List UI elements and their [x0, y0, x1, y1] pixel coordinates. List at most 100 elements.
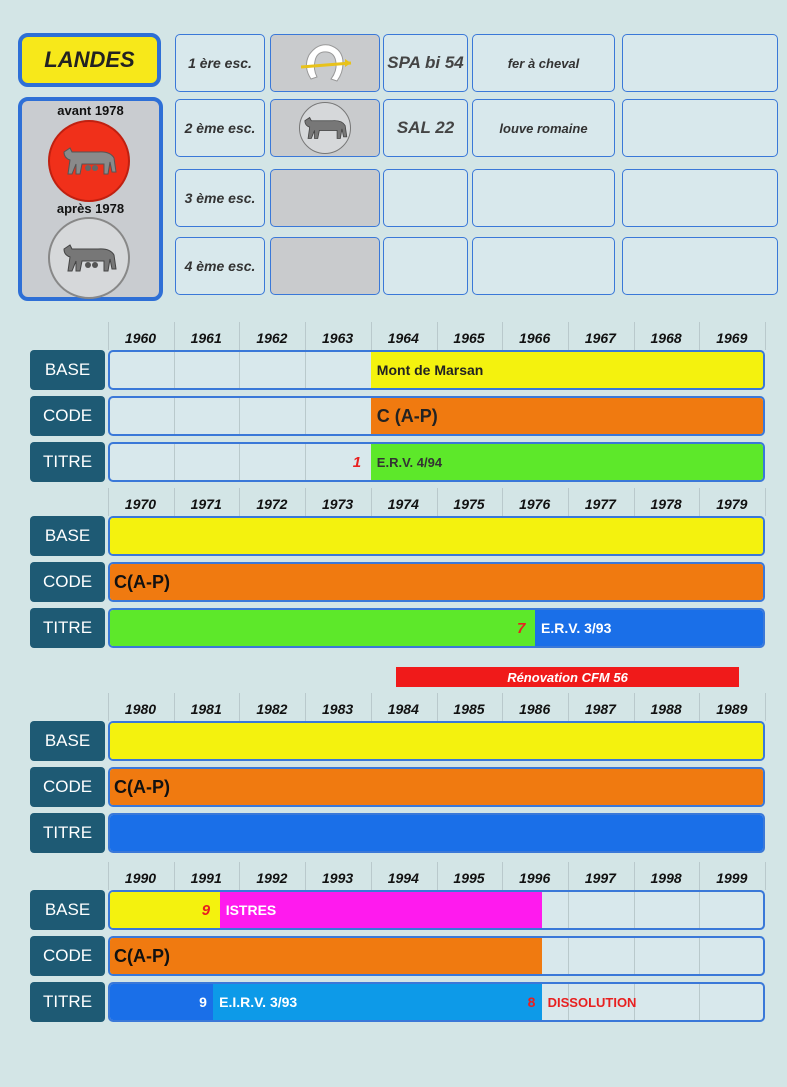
track-titre: 9 E.I.R.V. 3/93 8 DISSOLUTION [108, 982, 765, 1022]
row-label-code: CODE [30, 767, 105, 807]
row-label-titre: TITRE [30, 442, 105, 482]
segment-label: C (A-P) [376, 405, 438, 426]
year-gridline [305, 862, 307, 890]
year-gridline [502, 862, 504, 890]
segment-titre [110, 610, 536, 646]
year-gridline [567, 488, 569, 516]
unit-badges-panel: avant 1978 après 1978 [18, 97, 163, 301]
segment-code: C (A-P) [370, 398, 763, 434]
year-label: 1966 [519, 330, 551, 346]
segment-label: C(A-P) [114, 945, 170, 966]
year-label: 1977 [584, 496, 616, 512]
track-gridline [305, 444, 307, 480]
year-label: 1991 [190, 870, 222, 886]
track-gridline [173, 398, 175, 434]
track-titre: 1 E.R.V. 4/94 [108, 442, 765, 482]
track-code: C(A-P) [108, 767, 765, 807]
insignia-circle [299, 102, 351, 154]
year-gridline [108, 322, 109, 350]
year-gridline [502, 693, 504, 721]
track-code: C(A-P) [108, 562, 765, 602]
row-label-titre: TITRE [30, 608, 105, 648]
track-gridline [173, 444, 175, 480]
year-gridline [305, 693, 307, 721]
segment-titre [110, 984, 214, 1020]
year-label: 1974 [387, 496, 419, 512]
year-label: 1968 [650, 330, 682, 346]
segment-base: 9 ISTRES [202, 892, 542, 928]
segment-titre: 7 E.R.V. 3/93 [517, 610, 763, 646]
event-marker: 8 [527, 994, 536, 1010]
squadron-blank-cell [622, 237, 778, 295]
year-label: 1997 [584, 870, 616, 886]
squadron-name-cell: fer à cheval [472, 34, 615, 92]
year-label: 1963 [322, 330, 354, 346]
year-label: 1970 [124, 496, 157, 512]
year-gridline [765, 322, 766, 350]
year-label: 1979 [716, 496, 748, 512]
track-titre [108, 813, 765, 853]
row-label-code: CODE [30, 396, 105, 436]
year-gridline [305, 322, 307, 350]
badge-after-label: après 1978 [56, 201, 125, 216]
renovation-banner: Rénovation CFM 56 [396, 667, 739, 687]
row-label-code: CODE [30, 936, 105, 976]
unit-title: LANDES [18, 33, 161, 87]
year-gridline [108, 488, 109, 516]
squadron-code-cell [383, 169, 468, 227]
event-marker: 1 [352, 453, 362, 471]
year-gridline [239, 488, 241, 516]
squadron-code-cell [383, 237, 468, 295]
year-gridline [370, 693, 372, 721]
year-gridline [699, 693, 701, 721]
segment-code: C(A-P) [110, 564, 763, 600]
track-gridline [173, 352, 175, 388]
year-gridline [436, 488, 438, 516]
year-gridline [239, 693, 241, 721]
wolf-icon [63, 244, 117, 272]
row-label-code: CODE [30, 562, 105, 602]
year-gridline [765, 693, 766, 721]
year-gridline [436, 693, 438, 721]
segment-code: C(A-P) [110, 938, 542, 974]
segment-base [110, 892, 220, 928]
squadron-blank-cell [622, 169, 778, 227]
segment-titre: 9 E.I.R.V. 3/93 [199, 984, 542, 1020]
year-label: 1962 [256, 330, 288, 346]
squadron-blank-cell [622, 99, 778, 157]
segment-base [110, 518, 763, 554]
track-gridline [699, 984, 701, 1020]
year-label: 1978 [650, 496, 682, 512]
year-label: 1965 [453, 330, 485, 346]
track-gridline [633, 938, 635, 974]
year-label: 1999 [716, 870, 748, 886]
event-marker: 9 [199, 994, 207, 1010]
year-label: 1961 [190, 330, 222, 346]
segment-titre: 8 DISSOLUTION [528, 984, 763, 1020]
track-code: C (A-P) [108, 396, 765, 436]
segment-label: E.I.R.V. 3/93 [219, 994, 298, 1010]
track-gridline [305, 398, 307, 434]
segment-label: ISTRES [225, 902, 277, 918]
row-label-titre: TITRE [30, 813, 105, 853]
year-gridline [765, 862, 766, 890]
track-gridline [633, 984, 635, 1020]
segment-base: Mont de Marsan [370, 352, 763, 388]
track-gridline [567, 984, 569, 1020]
year-label: 1967 [584, 330, 616, 346]
year-gridline [502, 488, 504, 516]
track-gridline [633, 892, 635, 928]
squadron-name-cell [472, 237, 615, 295]
row-label-titre: TITRE [30, 982, 105, 1022]
year-label: 1980 [124, 701, 157, 717]
year-gridline [502, 322, 504, 350]
squadron-code-cell: SAL 22 [383, 99, 468, 157]
row-label-base: BASE [30, 350, 105, 390]
year-label: 1992 [256, 870, 288, 886]
segment-label: C(A-P) [114, 776, 170, 797]
track-gridline [239, 398, 241, 434]
year-gridline [699, 488, 701, 516]
year-gridline [633, 693, 635, 721]
year-label: 1986 [519, 701, 551, 717]
red-wolf-badge [48, 120, 130, 202]
